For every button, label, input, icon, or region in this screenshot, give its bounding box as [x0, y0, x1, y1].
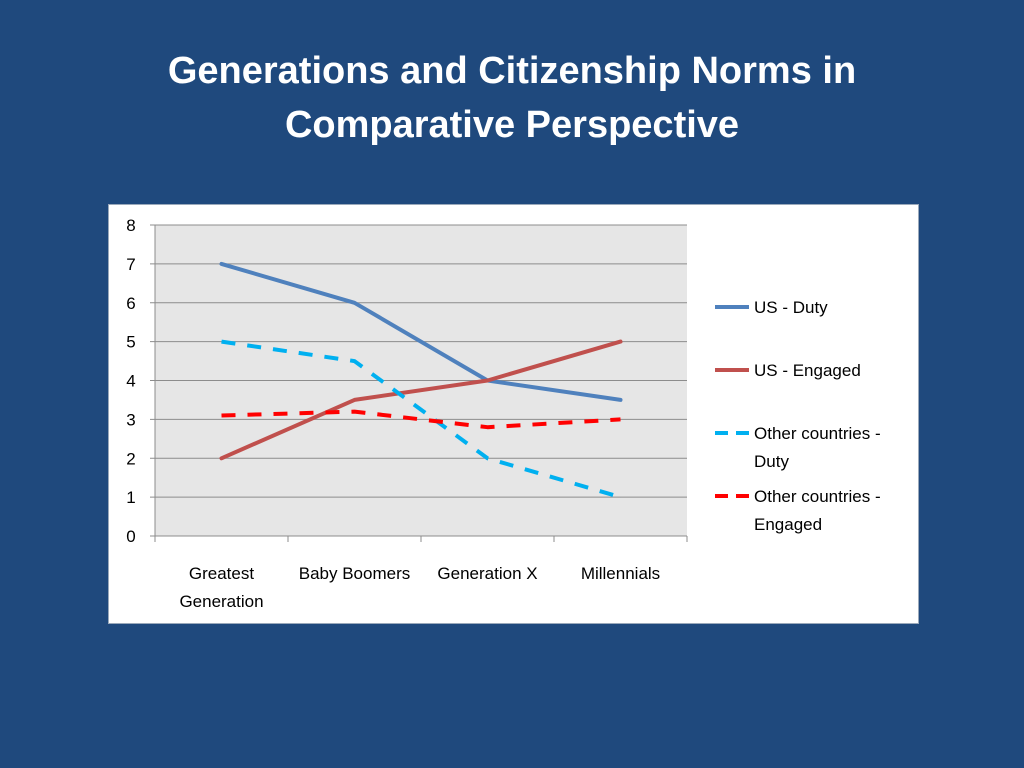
y-tick-label: 7	[126, 255, 135, 274]
series-line-us-duty	[219, 261, 623, 402]
slide-title-line-2: Comparative Perspective	[284, 104, 740, 146]
x-tick-label: Baby Boomers	[299, 564, 411, 583]
y-tick-label: 4	[126, 372, 135, 391]
y-tick-label: 3	[126, 410, 135, 429]
x-tick-label: Greatest Generation	[179, 564, 263, 611]
series-line-other-countries-duty	[221, 339, 622, 500]
x-tick-label: Generation X	[437, 564, 537, 583]
legend-label-other-countries-duty: Other countries -Duty	[754, 424, 881, 471]
legend-label-us-duty: US - Duty	[754, 298, 828, 317]
y-tick-label: 8	[126, 216, 135, 235]
y-tick-label: 1	[126, 488, 135, 507]
legend-label-us-engaged: US - Engaged	[754, 361, 861, 380]
line-chart: 0 1 2 3 4 5 6 7 8 Greatest Generation Baby Boomers G…	[126, 216, 881, 611]
y-tick-label: 5	[126, 333, 135, 352]
x-tick-label: Millennials	[581, 564, 660, 583]
series-line-us-engaged	[219, 339, 623, 461]
chart-panel: 0 1 2 3 4 5 6 7 8 Greatest Generation Baby Boomers G…	[108, 204, 919, 624]
slide-title: Generations and Citizenship Norms in Com…	[0, 44, 1024, 152]
slide-title-line-1: Generations and Citizenship Norms in	[167, 50, 857, 92]
legend-label-other-countries-engaged: Other countries -Engaged	[754, 487, 881, 534]
y-tick-label: 2	[126, 449, 135, 468]
y-tick-label: 0	[126, 527, 135, 546]
y-tick-label: 6	[126, 294, 135, 313]
